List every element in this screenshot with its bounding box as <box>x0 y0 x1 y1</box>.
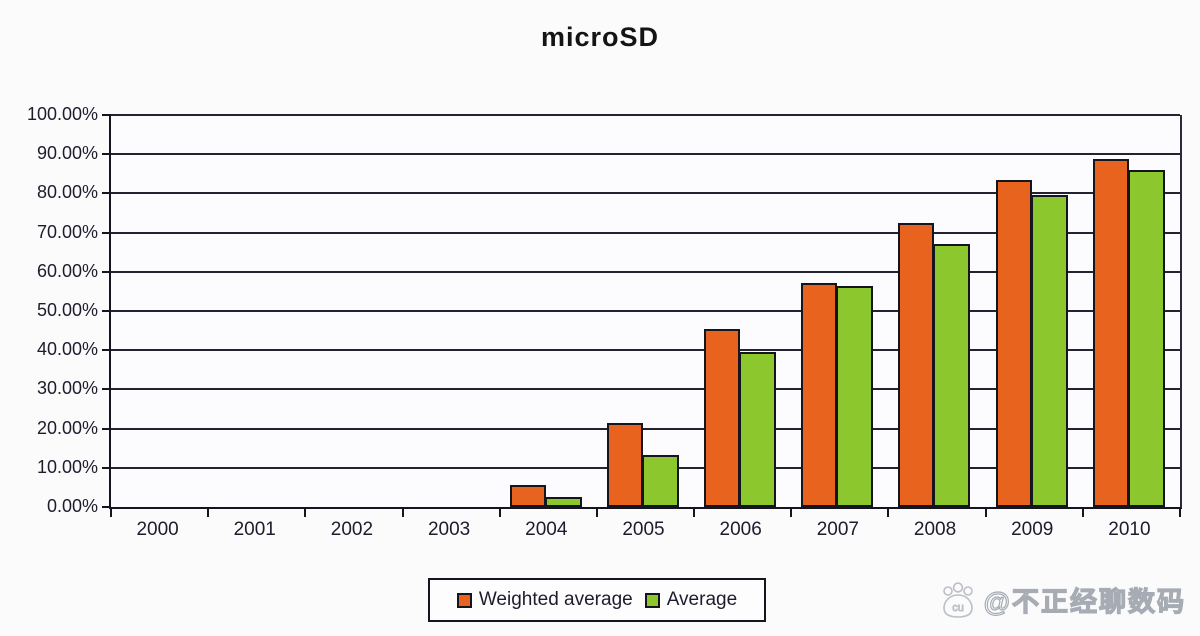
bar-weighted-average-2006 <box>704 329 741 507</box>
x-tick <box>984 507 987 517</box>
watermark: cu @不正经聊数码 <box>940 580 1186 619</box>
watermark-text: @不正经聊数码 <box>983 586 1186 617</box>
y-tick <box>102 388 111 391</box>
bar-average-2006 <box>739 352 777 507</box>
x-tick <box>1081 507 1084 517</box>
legend-swatch-weighted-average <box>456 592 472 608</box>
x-tick-label-2009: 2009 <box>1011 519 1054 540</box>
gridline-60 <box>111 270 1180 273</box>
chart-title: microSD <box>540 22 660 52</box>
x-tick <box>595 507 598 517</box>
bar-weighted-average-2009 <box>995 180 1032 507</box>
bar-average-2004 <box>544 497 582 507</box>
x-tick-label-2007: 2007 <box>816 519 859 540</box>
y-tick <box>102 231 111 234</box>
y-tick <box>102 114 111 116</box>
x-tick <box>790 507 793 517</box>
gridline-80 <box>111 192 1180 195</box>
x-tick-label-2008: 2008 <box>913 519 957 540</box>
x-tick <box>207 507 210 517</box>
gridline-90 <box>111 153 1180 156</box>
bar-average-2009 <box>1030 194 1068 507</box>
x-tick <box>110 507 112 517</box>
legend-item-average: Average <box>644 589 738 611</box>
y-tick-label: 10.00% <box>36 456 98 477</box>
x-tick-label-2010: 2010 <box>1108 519 1151 540</box>
y-tick <box>102 310 111 312</box>
y-tick <box>102 349 111 352</box>
x-tick-label-2003: 2003 <box>427 519 471 540</box>
gridline-40 <box>111 349 1180 352</box>
y-tick <box>102 427 111 430</box>
x-tick <box>1179 507 1181 517</box>
y-tick <box>102 466 111 469</box>
x-tick-label-2004: 2004 <box>525 519 568 540</box>
bar-weighted-average-2004 <box>509 485 546 507</box>
y-tick-label: 70.00% <box>36 221 98 242</box>
x-tick-label-2001: 2001 <box>233 519 276 540</box>
x-tick <box>401 507 404 517</box>
legend-label-weighted-average: Weighted average <box>478 589 633 610</box>
y-tick <box>102 270 111 273</box>
paw-icon: cu <box>942 581 973 618</box>
bar-weighted-average-2008 <box>898 223 935 507</box>
bar-weighted-average-2005 <box>606 422 643 507</box>
legend-label-average: Average <box>666 589 738 610</box>
y-tick <box>102 192 111 195</box>
y-tick-label: 30.00% <box>36 378 98 399</box>
y-tick-label: 60.00% <box>36 260 98 281</box>
gridline-30 <box>111 388 1180 391</box>
bar-average-2007 <box>836 285 874 507</box>
y-tick-label: 100.00% <box>26 104 98 124</box>
x-tick <box>887 507 890 517</box>
gridline-70 <box>111 231 1180 234</box>
gridline-20 <box>111 427 1180 430</box>
x-tick <box>693 507 696 517</box>
bar-average-2008 <box>933 243 971 507</box>
y-tick <box>102 506 111 508</box>
legend-swatch-average <box>644 592 660 608</box>
bar-weighted-average-2010 <box>1092 158 1129 507</box>
gridline-100 <box>111 114 1180 116</box>
bar-average-2010 <box>1127 169 1165 507</box>
x-tick-label-2006: 2006 <box>719 519 762 540</box>
x-tick <box>304 507 307 517</box>
plot-area <box>102 114 1182 517</box>
y-tick-label: 80.00% <box>36 182 98 203</box>
x-tick-label-2005: 2005 <box>622 519 665 540</box>
legend: Weighted average Average <box>428 578 766 622</box>
gridline-50 <box>111 310 1180 312</box>
y-tick-label: 40.00% <box>36 339 98 360</box>
y-tick-label: 20.00% <box>36 417 98 438</box>
y-tick <box>102 153 111 156</box>
bar-weighted-average-2007 <box>801 283 838 507</box>
y-tick-label: 50.00% <box>36 300 98 320</box>
x-tick-label-2000: 2000 <box>136 519 179 540</box>
y-tick-label: 0.00% <box>46 496 98 516</box>
y-tick-label: 90.00% <box>36 143 98 164</box>
x-tick <box>498 507 501 517</box>
legend-item-weighted-average: Weighted average <box>456 589 633 611</box>
paw-icon-text: cu <box>952 602 964 614</box>
bar-average-2005 <box>641 454 679 507</box>
x-tick-label-2002: 2002 <box>330 519 374 540</box>
